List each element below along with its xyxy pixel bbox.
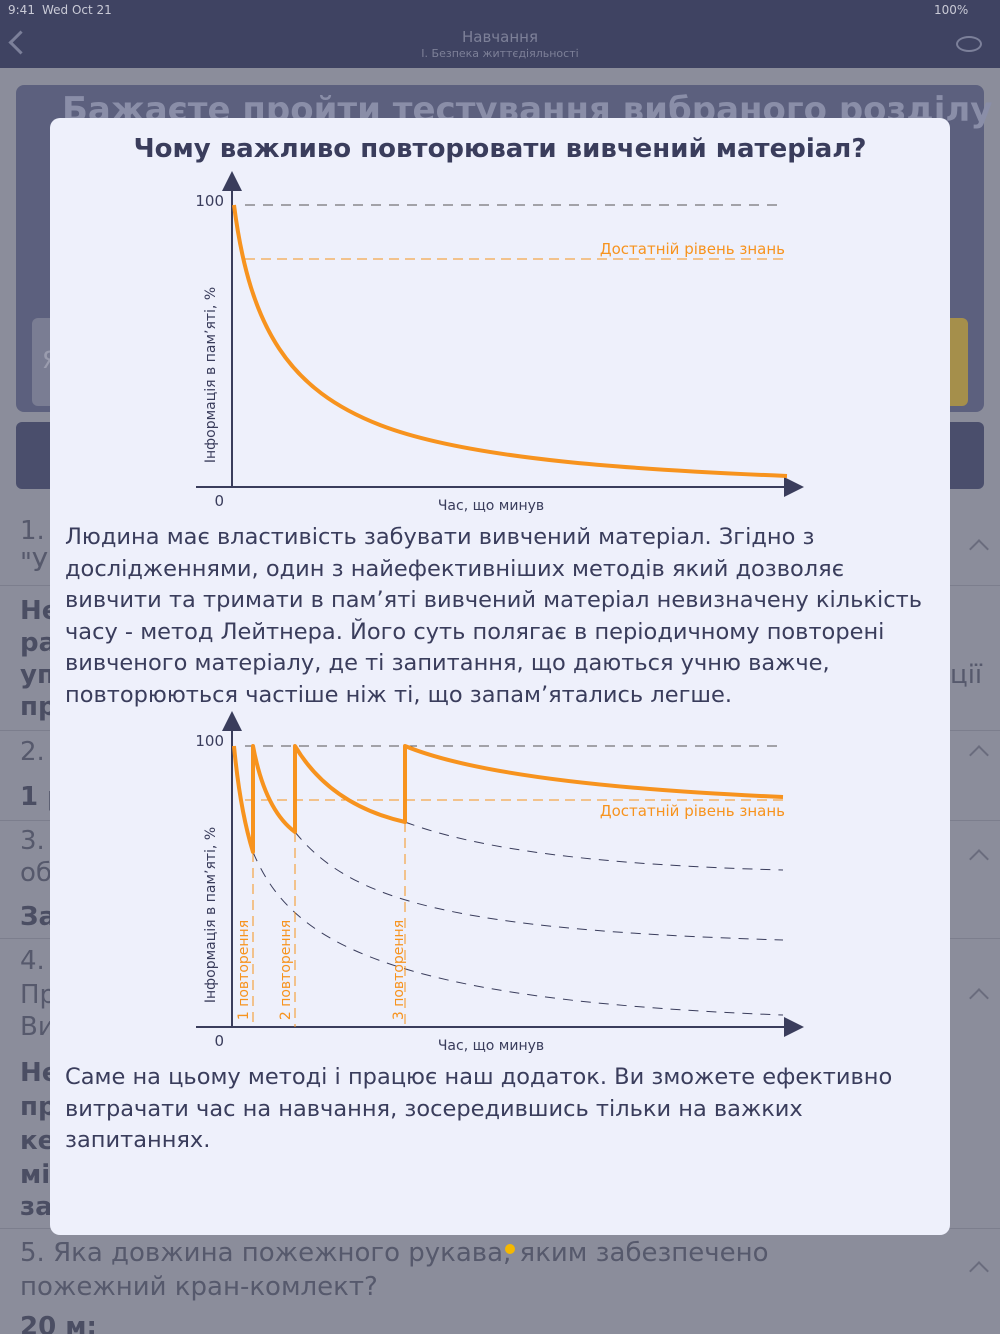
- threshold-label: Достатній рівень знань: [600, 240, 785, 258]
- paragraph: Людина має властивість забувати вивчений…: [65, 524, 922, 708]
- question-5: 5. Яка довжина пожежного рукава, яким за…: [20, 1238, 769, 1302]
- x-axis-label: Час, що минув: [438, 1038, 544, 1054]
- info-modal: Чому важливо повторювати вивчений матері…: [50, 118, 950, 1235]
- y-max-label: 100: [195, 732, 224, 750]
- chevron[interactable]: [969, 539, 989, 559]
- background-text: ції: [950, 660, 983, 690]
- y-axis-label: Інформація в пам’яті, %: [203, 827, 219, 1003]
- page-dot[interactable]: [505, 1244, 515, 1254]
- charts: 100 0 Достатній рівень знань Час, що мин…: [195, 171, 804, 1054]
- repetition-curve: [232, 744, 784, 854]
- chevron[interactable]: [969, 988, 989, 1008]
- background-text: 4.: [20, 946, 45, 976]
- y-min-label: 0: [214, 492, 224, 510]
- y-min-label: 0: [214, 1032, 224, 1050]
- repeat-label: 2 повторення: [278, 920, 294, 1020]
- status-date: Wed Oct 21: [42, 3, 112, 17]
- background-text: 3.: [20, 826, 45, 856]
- nav-bar: [0, 0, 1000, 68]
- x-axis-label: Час, що минув: [438, 498, 544, 514]
- chevron[interactable]: [969, 849, 989, 869]
- nav-title: Навчання: [461, 28, 538, 46]
- background-text: мі: [20, 1160, 51, 1190]
- paragraph: Саме на цьому методі і працює наш додато…: [65, 1064, 893, 1153]
- threshold-label: Достатній рівень знань: [600, 802, 785, 820]
- hide-button[interactable]: [956, 36, 982, 52]
- repeat-label: 1 повторення: [236, 920, 252, 1020]
- repeat-label: 3 повторення: [391, 920, 407, 1020]
- status-time: 9:41: [8, 3, 35, 17]
- y-max-label: 100: [195, 192, 224, 210]
- background-text: "У: [20, 548, 48, 578]
- background-text: уп: [20, 660, 55, 690]
- decay-curves: [252, 821, 784, 1016]
- background-text: ке: [20, 1126, 56, 1156]
- chart-2: 100 0 Достатній рівень знань Час, що мин…: [195, 711, 804, 1054]
- modal-title: Чому важливо повторювати вивчений матері…: [133, 134, 867, 164]
- background-text: Ви: [20, 1012, 55, 1042]
- y-axis-label: Інформація в пам’яті, %: [203, 287, 219, 463]
- background-text: об: [20, 858, 52, 888]
- chevron[interactable]: [969, 745, 989, 765]
- forgetting-curve: [232, 204, 788, 478]
- background-text: 2.: [20, 737, 45, 767]
- chart-1: 100 0 Достатній рівень знань Час, що мин…: [195, 171, 804, 514]
- nav-subtitle: I. Безпека життєдіяльності: [421, 47, 579, 60]
- background-text: за: [20, 1192, 53, 1222]
- chevron[interactable]: [969, 1261, 989, 1281]
- answer-5: 20 м:: [20, 1312, 97, 1334]
- repeat-lines: [252, 822, 406, 1027]
- status-battery: 100%: [934, 3, 969, 17]
